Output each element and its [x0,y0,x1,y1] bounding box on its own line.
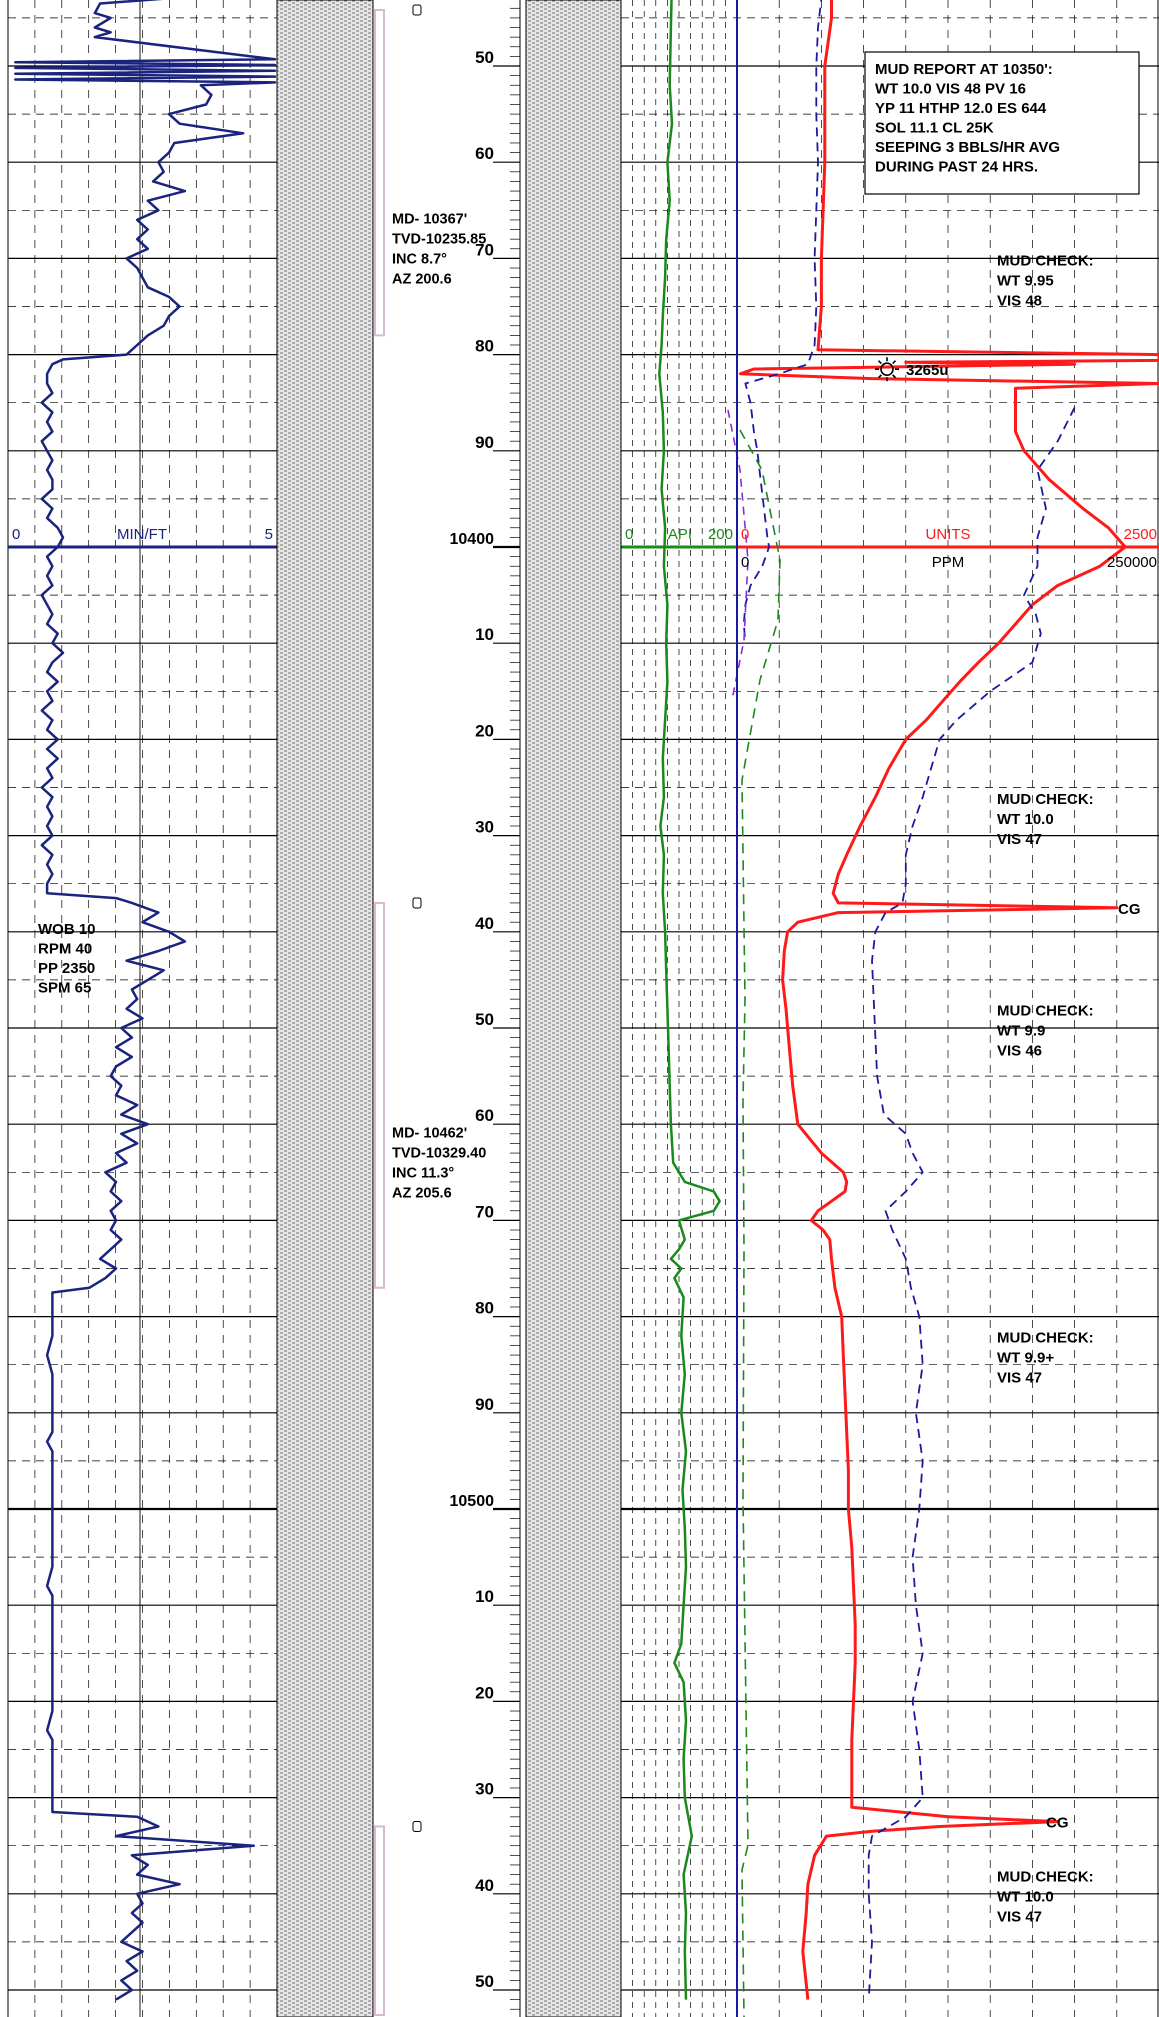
gas-scale-unit: UNITS [926,526,971,543]
survey-line: MD- 10462' [392,1125,467,1141]
survey-interval-bar [374,1825,385,2016]
rop-scale-min: 0 [12,526,20,543]
depth-label: 60 [475,1106,494,1125]
gamma-scale-max: 200 [708,526,733,543]
depth-label: 90 [475,1395,494,1414]
lithology-column-right [525,0,622,2017]
gamma-series [658,0,721,2000]
mud-check-line: VIS 46 [997,1043,1042,1060]
survey-bars [374,4,422,2016]
mud-report-line: MUD REPORT AT 10350': [875,61,1053,78]
purple-dashed-curve [727,409,749,701]
depth-label: 30 [475,818,494,837]
gas-scale-min: 0 [741,526,749,543]
mud-check-line: VIS 47 [997,831,1042,848]
chloride-scale-unit: PPM [932,554,965,571]
gamma-scale-min: 0 [625,526,633,543]
mud-report-box [864,51,1140,195]
mud-check-line: VIS 47 [997,1370,1042,1387]
rop-curve [14,0,277,2001]
gas-peak-icon [875,357,899,382]
chlorides-series [742,0,1076,2000]
depth-label: 10 [475,625,494,644]
core-marker-icon [412,897,422,909]
connection-gas-label: CG [1118,901,1141,918]
gamma-curve [658,0,721,2000]
depth-label: 10500 [450,1493,495,1510]
survey-line: INC 11.3° [392,1165,454,1181]
survey-line: AZ 205.6 [392,1185,452,1201]
depth-label: 50 [475,1010,494,1029]
depth-label: 10400 [450,531,495,548]
mud-check-line: WT 9.9+ [997,1350,1054,1367]
scale-headers: 0 MIN/FT 5 0 API 200 0 UNITS 2500 0 PPM 250000 [12,526,1157,571]
rop-scale-unit: MIN/FT [117,526,167,543]
depth-label: 40 [475,914,494,933]
mud-check-line: MUD CHECK: [997,791,1094,808]
depth-label: 70 [475,1202,494,1221]
depth-labels: 50 60 70 80 90 10400 10 20 30 40 50 60 70 80 90 10500 10… [450,48,495,1991]
mud-check-line: MUD CHECK: [997,1868,1094,1885]
mud-report-line: YP 11 HTHP 12.0 ES 644 [875,100,1047,117]
mud-report-line: DURING PAST 24 HRS. [875,159,1038,176]
mud-check-line: VIS 48 [997,292,1042,309]
depth-label: 50 [475,1972,494,1991]
survey-interval-bar [374,901,385,1289]
lithology-column-left [276,0,374,2017]
mud-report-line: SOL 11.1 CL 25K [875,120,994,137]
drilling-param-line: SPM 65 [38,979,91,996]
gas-peak-label: 3265u [906,362,949,379]
drilling-param-line: RPM 40 [38,940,92,957]
gamma-scale-unit: API [668,526,692,543]
survey-line: TVD-10235.85 [392,232,486,248]
depth-label: 80 [475,337,494,356]
gas_units-curve [738,0,1159,2000]
depth-label: 70 [475,240,494,259]
depth-label: 90 [475,433,494,452]
rop-scale-max: 5 [265,526,273,543]
mud-report-line: SEEPING 3 BBLS/HR AVG [875,139,1060,156]
depth-label: 80 [475,1299,494,1318]
survey-line: AZ 200.6 [392,272,452,288]
depth-label: 20 [475,721,494,740]
green-dashed-curve [739,429,781,2017]
connection-gas-label: CG [1046,1815,1069,1832]
mud-check-line: MUD CHECK: [997,252,1094,269]
mud-check-line: WT 9.9 [997,1023,1045,1040]
mud-check-line: MUD CHECK: [997,1330,1094,1347]
annotations: MUD REPORT AT 10350': WT 10.0 VIS 48 PV 1… [38,51,1141,1925]
mud-report-line: WT 10.0 VIS 48 PV 16 [875,81,1026,98]
depth-label: 30 [475,1780,494,1799]
survey-line: TVD-10329.40 [392,1145,486,1161]
depth-label: 10 [475,1587,494,1606]
survey-line: INC 8.7° [392,252,447,268]
chloride-scale-min: 0 [741,554,749,571]
depth-label: 60 [475,144,494,163]
mud-check-line: MUD CHECK: [997,1003,1094,1020]
mud-check-line: VIS 47 [997,1908,1042,1925]
core-marker-icon [412,1820,422,1832]
survey-interval-bar [374,9,385,337]
drilling-param-line: WOB 10 [38,921,96,938]
depth-label: 50 [475,48,494,67]
survey-line: MD- 10367' [392,212,467,228]
gas_units-series [738,0,1159,2000]
log-curves [14,0,1159,2017]
mud-check-line: WT 9.95 [997,272,1054,289]
mud-check-line: WT 10.0 [997,1888,1054,1905]
depth-label: 40 [475,1876,494,1895]
core-marker-icon [412,4,422,16]
depth-label: 20 [475,1683,494,1702]
lithology-columns [276,0,622,2017]
rop-series [14,0,277,2001]
chlorides-curve [742,0,1076,2000]
mud-check-line: WT 10.0 [997,811,1054,828]
gas-scale-max: 2500 [1124,526,1157,543]
chloride-scale-max: 250000 [1107,554,1157,571]
drilling-param-line: PP 2350 [38,960,95,977]
